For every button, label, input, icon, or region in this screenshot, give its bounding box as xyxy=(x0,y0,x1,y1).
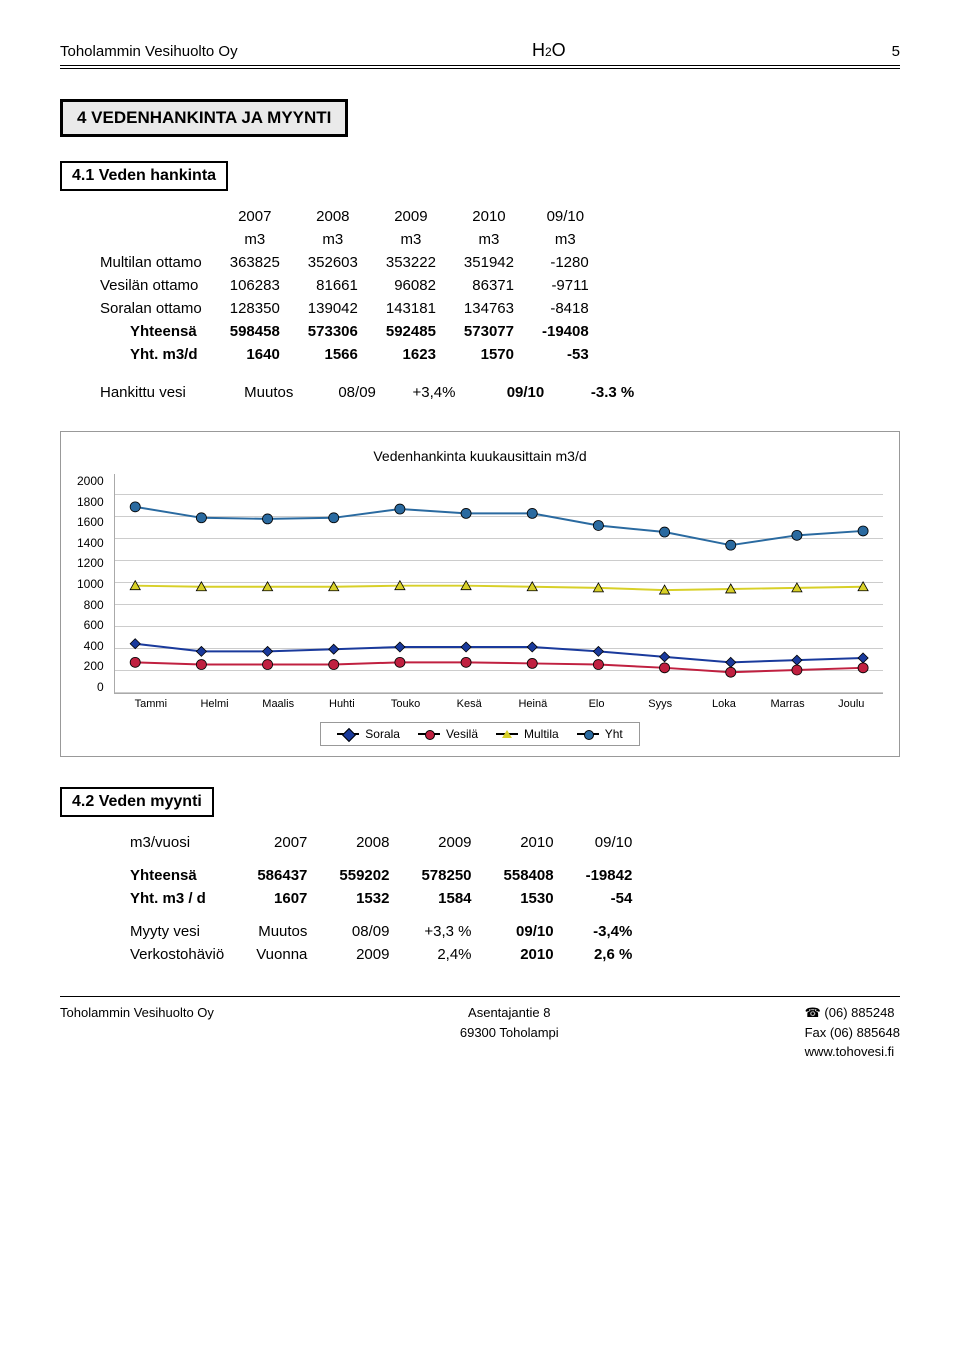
company-name: Toholammin Vesihuolto Oy xyxy=(60,43,238,60)
chart-plot-area xyxy=(114,474,883,694)
chart-y-axis: 20001800 16001400 12001000 800600 400200… xyxy=(77,474,108,694)
table-unit-row: m3m3 m3m3 m3 xyxy=(100,228,603,251)
phone-icon: ☎ xyxy=(805,1005,821,1020)
table-row: Vesilän ottamo 10628381661 9608286371 -9… xyxy=(100,274,603,297)
table-total-row: Yht. m3/d 16401566 16231570 -53 xyxy=(100,343,603,366)
legend-item: Sorala xyxy=(337,727,400,741)
chart-legend: Sorala Vesilä Multila Yht xyxy=(320,722,639,746)
page-header: Toholammin Vesihuolto Oy H2O 5 xyxy=(60,40,900,65)
legend-item: Vesilä xyxy=(418,727,478,741)
footer-company: Toholammin Vesihuolto Oy xyxy=(60,1003,214,1062)
table-row: Multilan ottamo 363825352603 35322235194… xyxy=(100,251,603,274)
logo-text: H2O xyxy=(532,40,566,61)
section-4-title: 4 VEDENHANKINTA JA MYYNTI xyxy=(60,99,348,137)
table-extra-row: Myyty vesi Muutos08/09 +3,3 % 09/10 -3,4… xyxy=(130,920,648,943)
table-year-row: 20072008 20092010 09/10 xyxy=(100,205,603,228)
chart-title: Vedenhankinta kuukausittain m3/d xyxy=(77,448,883,464)
hankittu-summary: Hankittu vesi Muutos 08/09 +3,4% 09/10 -… xyxy=(100,384,900,401)
table-row: Soralan ottamo 128350139042 143181134763… xyxy=(100,297,603,320)
legend-item: Yht xyxy=(577,727,623,741)
footer-address: Asentajantie 8 69300 Toholampi xyxy=(460,1003,559,1062)
table-total-row: Yhteensä 598458573306 592485573077 -1940… xyxy=(100,320,603,343)
myynti-table: m3/vuosi 20072008 20092010 09/10 Yhteens… xyxy=(130,831,648,966)
section-4-1-title: 4.1 Veden hankinta xyxy=(60,161,228,191)
page-footer: Toholammin Vesihuolto Oy Asentajantie 8 … xyxy=(60,996,900,1062)
table-extra-row: Verkostohäviö Vuonna2009 2,4% 2010 2,6 % xyxy=(130,943,648,966)
section-4-2-title: 4.2 Veden myynti xyxy=(60,787,214,817)
header-rule xyxy=(60,65,900,69)
chart-vedenhankinta: Vedenhankinta kuukausittain m3/d 2000180… xyxy=(60,431,900,757)
hankinta-table: 20072008 20092010 09/10 m3m3 m3m3 m3 Mul… xyxy=(100,205,603,366)
footer-contact: ☎ (06) 885248 Fax (06) 885648 www.tohove… xyxy=(805,1003,900,1062)
chart-x-axis: TammiHelmi MaalisHuhti ToukoKesä HeinäEl… xyxy=(119,698,883,710)
table-total-row: Yht. m3 / d 16071532 15841530 -54 xyxy=(130,887,648,910)
table-head-row: m3/vuosi 20072008 20092010 09/10 xyxy=(130,831,648,854)
legend-item: Multila xyxy=(496,727,559,741)
table-total-row: Yhteensä 586437559202 578250558408 -1984… xyxy=(130,864,648,887)
page-number: 5 xyxy=(860,43,900,60)
